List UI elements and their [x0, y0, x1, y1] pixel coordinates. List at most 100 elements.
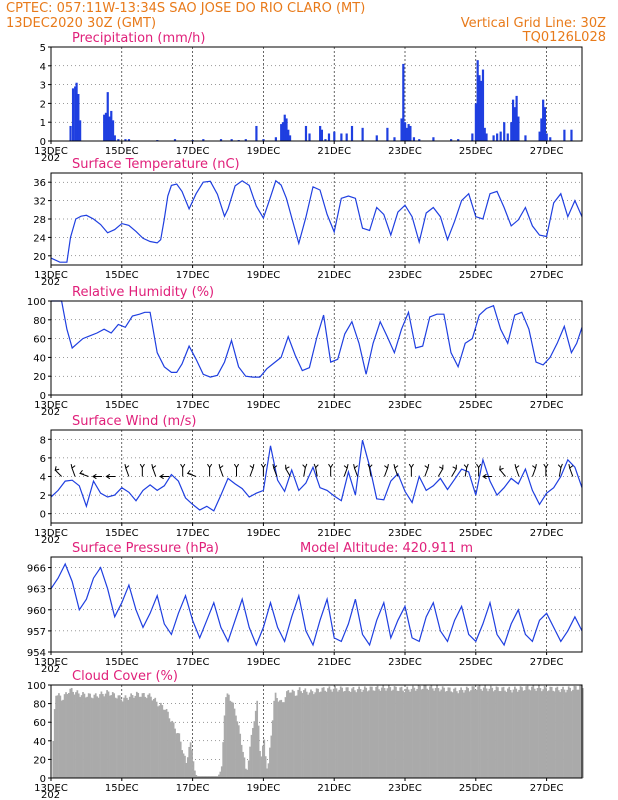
cloud-bar — [175, 733, 178, 778]
cloud-bar — [134, 695, 137, 778]
x-axis-fragment: 202 — [41, 277, 60, 288]
cloud-bar — [123, 697, 125, 778]
cloud-bar — [257, 725, 260, 778]
cloud-bar — [390, 690, 393, 778]
cloud-bar — [528, 689, 530, 778]
cloud-bar — [216, 776, 219, 778]
x-tick-label: 13DEC — [34, 400, 68, 411]
wind-arrow-head — [514, 464, 520, 469]
cloud-bar — [331, 691, 334, 778]
cloud-bar — [402, 690, 404, 778]
cloud-bar — [455, 691, 458, 778]
cloud-bar — [463, 692, 465, 778]
cloud-bar — [448, 687, 451, 778]
cloud-bar — [470, 690, 472, 778]
x-tick-label: 27DEC — [530, 528, 564, 539]
cloud-bar — [66, 694, 69, 778]
x-tick-label: 15DEC — [105, 657, 139, 668]
cloud-bar — [519, 686, 522, 778]
panel-temp: Surface Temperature (nC) 20 24 28 32 36 13DEC 1… — [33, 157, 583, 288]
x-tick-label: 19DEC — [247, 528, 281, 539]
cloud-bar — [494, 690, 496, 778]
x-tick-label: 19DEC — [247, 400, 281, 411]
cloud-bar — [535, 690, 537, 778]
precip-bar — [393, 137, 396, 141]
cloud-bar — [433, 690, 436, 778]
cloud-bar — [237, 725, 240, 778]
cloud-bar — [358, 686, 360, 778]
y-tick-label: 966 — [27, 564, 46, 575]
cloud-bar — [144, 696, 147, 778]
y-tick-label: 8 — [40, 435, 46, 446]
y-tick-label: 3 — [40, 81, 46, 92]
cloud-bar — [203, 776, 206, 778]
wind-arrow-head — [408, 463, 414, 469]
cloud-bar — [291, 689, 294, 778]
cloud-bar — [151, 700, 154, 778]
cloud-bar — [213, 776, 216, 778]
y-tick-label: 100 — [27, 297, 46, 308]
x-tick-label: 25DEC — [459, 270, 493, 281]
cloud-bar — [52, 740, 55, 778]
cloud-bar — [244, 768, 247, 778]
cloud-bar — [533, 688, 536, 778]
cloud-bar — [305, 691, 308, 778]
precip-bar — [280, 124, 283, 141]
precip-bar — [113, 135, 116, 141]
cloud-bar — [294, 695, 297, 778]
cloud-bar — [531, 686, 533, 778]
cloud-bar — [506, 688, 509, 778]
cloud-bar — [104, 693, 107, 778]
wind-arrow-head — [568, 464, 574, 469]
precip-bar — [405, 127, 408, 141]
wind-arrow — [558, 467, 562, 477]
precip-bar — [499, 131, 502, 141]
cloud-bar — [196, 776, 199, 778]
cloud-bar — [283, 702, 285, 778]
cloud-bar — [457, 693, 460, 778]
cloud-bar — [169, 721, 172, 778]
x-tick-label: 15DEC — [105, 400, 139, 411]
cloud-bar — [254, 710, 257, 778]
cloud-bar — [116, 698, 118, 778]
cloud-bar — [543, 685, 546, 778]
cloud-bar — [532, 685, 535, 778]
cloud-bar — [220, 766, 223, 778]
precip-bar — [542, 99, 545, 141]
cloud-bar — [179, 741, 182, 778]
wind-arrow-head — [207, 463, 213, 469]
cloud-bar — [421, 688, 424, 778]
cloud-bar — [236, 721, 239, 778]
wind-arrow — [285, 468, 291, 477]
x-tick-label: 25DEC — [459, 146, 493, 157]
wind-arrow-head — [328, 463, 334, 469]
cloud-bar — [295, 695, 298, 778]
cloud-bar — [252, 727, 254, 778]
x-tick-label: 19DEC — [247, 270, 281, 281]
cloud-bar — [555, 687, 557, 778]
wind-arrow-head — [186, 469, 192, 475]
cloud-bar — [468, 691, 471, 778]
x-tick-label: 19DEC — [247, 146, 281, 157]
y-tick-label: 32 — [33, 197, 46, 208]
cloud-bar — [417, 685, 420, 778]
cloud-bar — [137, 692, 140, 778]
cloud-bar — [497, 687, 499, 778]
wind-arrow — [315, 467, 318, 477]
cloud-bar — [189, 742, 192, 778]
x-tick-label: 13DEC — [34, 270, 68, 281]
cloud-bar — [525, 686, 528, 778]
cloud-bar — [563, 689, 566, 778]
cloud-bar — [438, 691, 441, 778]
y-tick-label: 6 — [40, 454, 46, 465]
cloud-bar — [441, 686, 444, 778]
cloud-bar — [253, 721, 256, 778]
cloud-bar — [70, 687, 73, 778]
y-tick-label: 28 — [33, 215, 46, 226]
precip-bar — [74, 86, 77, 141]
cloud-bar — [172, 722, 175, 778]
cloud-bar — [147, 694, 150, 778]
cloud-bar — [261, 745, 264, 778]
cloud-bar — [516, 691, 519, 778]
cloud-bar — [174, 728, 176, 778]
